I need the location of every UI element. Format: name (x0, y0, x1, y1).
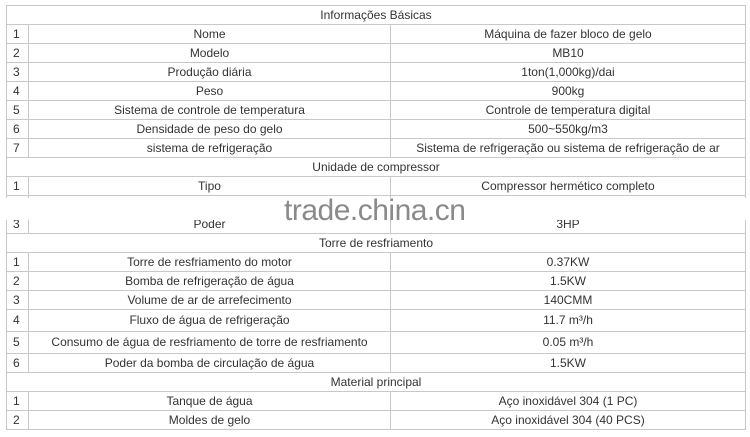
property-value: Máquina de fazer bloco de gelo (390, 24, 746, 44)
table-row: 5 Consumo de água de resfriamento de torr… (6, 331, 746, 354)
section-header: Material principal (6, 372, 746, 392)
property-value: Sistema de refrigeração ou sistema de re… (390, 138, 746, 158)
row-number: 1 (6, 24, 29, 44)
property-value: 0.37KW (390, 252, 746, 272)
property-value: 0.05 m³/h (390, 331, 746, 354)
property-name: Nome (28, 24, 391, 44)
table-row: 5 Sistema de controle de temperatura Contr… (6, 100, 746, 120)
row-number: 7 (6, 138, 29, 158)
property-name: Tipo (28, 176, 391, 196)
property-name: Bomba de refrigeração de água (28, 271, 391, 291)
property-name: Moldes de gelo (28, 410, 391, 430)
watermark: trade.china.cn (284, 194, 466, 227)
property-name: Volume de ar de arrefecimento (28, 290, 391, 310)
property-value: 1.5KW (390, 353, 746, 373)
section-header: Unidade de compressor (6, 157, 746, 177)
row-number: 1 (6, 391, 29, 411)
property-name: Sistema de controle de temperatura (28, 100, 391, 120)
table-row: 7 sistema de refrigeração Sistema de refri… (6, 138, 746, 158)
table-row: 1 Tanque de água Aço inoxidável 304 (1 PC) (6, 391, 746, 411)
property-name: sistema de refrigeração (28, 138, 391, 158)
section-title: Material principal (6, 372, 746, 392)
property-value: 140CMM (390, 290, 746, 310)
property-name: Densidade de peso do gelo (28, 119, 391, 139)
row-number: 2 (6, 271, 29, 291)
table-row: 2 Bomba de refrigeração de água 1.5KW (6, 271, 746, 291)
row-number: 1 (6, 252, 29, 272)
property-value: Aço inoxidável 304 (1 PC) (390, 391, 746, 411)
table-row: 3 Produção diária 1ton(1,000kg)/dai (6, 62, 746, 82)
table-row: 1 Tipo Compressor hermético completo (6, 176, 746, 196)
property-value: 1ton(1,000kg)/dai (390, 62, 746, 82)
property-name: Fluxo de água de refrigeração (28, 309, 391, 332)
table-row: 4 Fluxo de água de refrigeração 11.7 m³/h (6, 309, 746, 332)
property-name: Consumo de água de resfriamento de torre… (28, 331, 391, 354)
table-row: 6 Densidade de peso do gelo 500~550kg/m3 (6, 119, 746, 139)
table-row: 1 Nome Máquina de fazer bloco de gelo (6, 24, 746, 44)
property-name: Produção diária (28, 62, 391, 82)
property-value: 1.5KW (390, 271, 746, 291)
property-value: 900kg (390, 81, 746, 101)
property-value: Compressor hermético completo (390, 176, 746, 196)
property-value: Controle de temperatura digital (390, 100, 746, 120)
row-number: 3 (6, 290, 29, 310)
table-row: 6 Poder da bomba de circulação de água 1.5… (6, 353, 746, 373)
row-number: 2 (6, 410, 29, 430)
row-number: 1 (6, 176, 29, 196)
property-name: Torre de resfriamento do motor (28, 252, 391, 272)
row-number: 5 (6, 100, 29, 120)
row-number: 6 (6, 353, 29, 373)
property-name: Poder da bomba de circulação de água (28, 353, 391, 373)
section-title: Unidade de compressor (6, 157, 746, 177)
row-number: 4 (6, 81, 29, 101)
table-row: 3 Volume de ar de arrefecimento 140CMM (6, 290, 746, 310)
row-number: 2 (6, 43, 29, 63)
table-row: 2 Modelo MB10 (6, 43, 746, 63)
property-name: Peso (28, 81, 391, 101)
property-value: Aço inoxidável 304 (40 PCS) (390, 410, 746, 430)
section-header: Torre de resfriamento (6, 233, 746, 253)
table-row: 1 Torre de resfriamento do motor 0.37KW (6, 252, 746, 272)
property-value: MB10 (390, 43, 746, 63)
property-value: 11.7 m³/h (390, 309, 746, 332)
section-title: Informações Básicas (6, 5, 746, 25)
watermark-band (0, 198, 750, 220)
section-title: Torre de resfriamento (6, 233, 746, 253)
row-number: 5 (6, 331, 29, 354)
row-number: 6 (6, 119, 29, 139)
row-number: 3 (6, 62, 29, 82)
property-name: Modelo (28, 43, 391, 63)
section-header: Informações Básicas (6, 5, 746, 25)
property-name: Tanque de água (28, 391, 391, 411)
table-row: 2 Moldes de gelo Aço inoxidável 304 (40 PC… (6, 410, 746, 430)
row-number: 4 (6, 309, 29, 332)
property-value: 500~550kg/m3 (390, 119, 746, 139)
table-row: 4 Peso 900kg (6, 81, 746, 101)
